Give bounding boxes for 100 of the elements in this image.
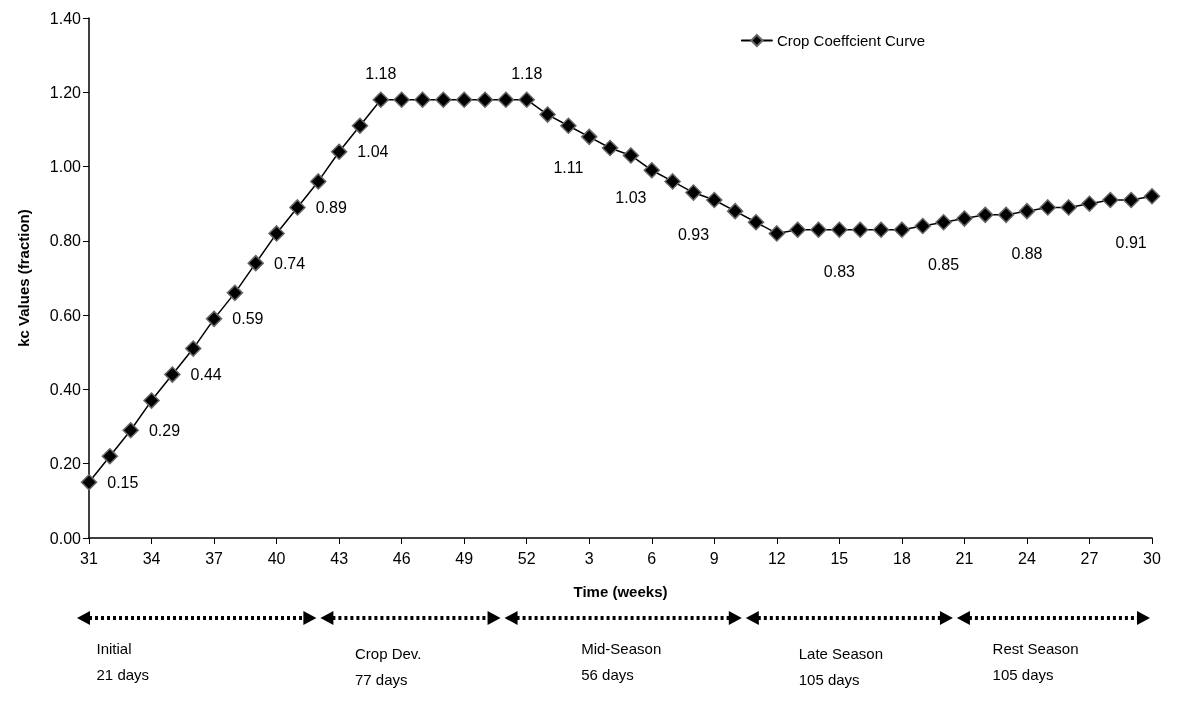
legend-label: Crop Coeffcient Curve [776, 32, 925, 49]
point [122, 422, 139, 439]
x-tick-label: 18 [892, 549, 911, 567]
point [247, 254, 264, 272]
point [268, 225, 285, 242]
x-tick-label: 40 [267, 549, 286, 567]
x-tick-label: 9 [709, 549, 719, 567]
y-tick-label: 0.60 [49, 306, 82, 324]
point [643, 162, 661, 179]
point [101, 448, 119, 465]
point [997, 206, 1015, 224]
point [622, 147, 640, 164]
data-label: 1.18 [511, 64, 543, 82]
point [372, 91, 390, 108]
point [1122, 191, 1140, 209]
data-label: 0.88 [1011, 244, 1043, 262]
x-tick-label: 27 [1080, 549, 1099, 567]
data-label: 0.85 [928, 256, 960, 274]
x-tick-label: 37 [205, 549, 224, 567]
data-label: 0.83 [823, 263, 856, 281]
point [1081, 195, 1098, 212]
data-label: 0.93 [677, 226, 710, 244]
data-label: 1.18 [365, 64, 397, 82]
y-tick-label: 1.40 [49, 9, 82, 27]
point [184, 340, 202, 357]
x-tick-label: 6 [647, 549, 657, 567]
x-tick-label: 12 [767, 549, 786, 567]
y-tick-label: 1.00 [49, 158, 82, 176]
x-tick-label: 52 [517, 549, 536, 567]
point [831, 221, 848, 238]
x-tick-label: 24 [1018, 549, 1036, 567]
point [601, 139, 619, 157]
data-label: 1.04 [357, 143, 389, 161]
point [289, 199, 306, 216]
data-label: 0.15 [107, 473, 139, 491]
point [810, 221, 827, 238]
text: Crop Dev. 77 days [355, 644, 422, 690]
point [435, 91, 452, 108]
y-tick-label: 0.40 [49, 380, 82, 398]
point [455, 91, 473, 108]
x-tick-label: 46 [392, 549, 411, 567]
point [1102, 191, 1119, 209]
data-label: 0.59 [232, 310, 264, 328]
point [1143, 188, 1161, 205]
x-tick-label: 49 [455, 549, 474, 567]
data-label: 0.89 [315, 198, 347, 216]
y-tick-label: 0.20 [49, 455, 82, 473]
point [914, 217, 931, 235]
point [205, 310, 223, 328]
point [414, 91, 431, 108]
point [393, 91, 410, 108]
data-label: 0.29 [148, 421, 181, 439]
point [518, 91, 535, 108]
point [768, 225, 786, 242]
point [330, 143, 348, 160]
point [872, 221, 890, 238]
point [851, 221, 869, 238]
data-label: 1.03 [615, 189, 647, 207]
data-label: 0.74 [274, 254, 306, 272]
y-tick-label: 1.20 [49, 83, 82, 101]
data-label: 0.91 [1115, 233, 1147, 251]
y-tick-label: 0.80 [49, 232, 82, 250]
x-tick-label: 15 [830, 549, 849, 567]
point [580, 128, 598, 146]
y-axis-title: kc Values (fraction) [15, 209, 32, 347]
text: Late Season 105 days [798, 644, 883, 690]
point [977, 206, 994, 224]
point [935, 214, 952, 231]
x-tick-label: 34 [142, 549, 161, 567]
text: Mid-Season 56 days [581, 639, 662, 685]
y-tick-label: 0.00 [49, 529, 82, 547]
point [143, 392, 160, 409]
x-tick-label: 21 [955, 549, 974, 567]
point [310, 173, 327, 190]
data-label: 0.44 [190, 366, 222, 384]
text: Initial 21 days [96, 639, 150, 685]
point [351, 117, 369, 134]
point [706, 191, 723, 209]
point [1039, 199, 1057, 216]
point [164, 366, 181, 383]
point [1018, 202, 1036, 220]
point [956, 210, 973, 227]
x-tick-label: 30 [1143, 549, 1161, 567]
point [1060, 199, 1077, 216]
text: Rest Season 105 days [992, 639, 1079, 685]
point [497, 91, 515, 108]
point [226, 284, 244, 302]
point [476, 91, 494, 108]
point [560, 117, 577, 134]
x-tick-label: 43 [330, 549, 349, 567]
x-axis-title: Time (weeks) [573, 583, 668, 600]
point [539, 106, 556, 123]
x-tick-label: 31 [80, 549, 98, 567]
point [747, 214, 765, 231]
x-tick-label: 3 [584, 549, 594, 567]
point [789, 221, 806, 238]
data-label: 1.11 [553, 159, 584, 177]
point [80, 474, 98, 491]
point [726, 202, 744, 220]
point [685, 184, 702, 201]
